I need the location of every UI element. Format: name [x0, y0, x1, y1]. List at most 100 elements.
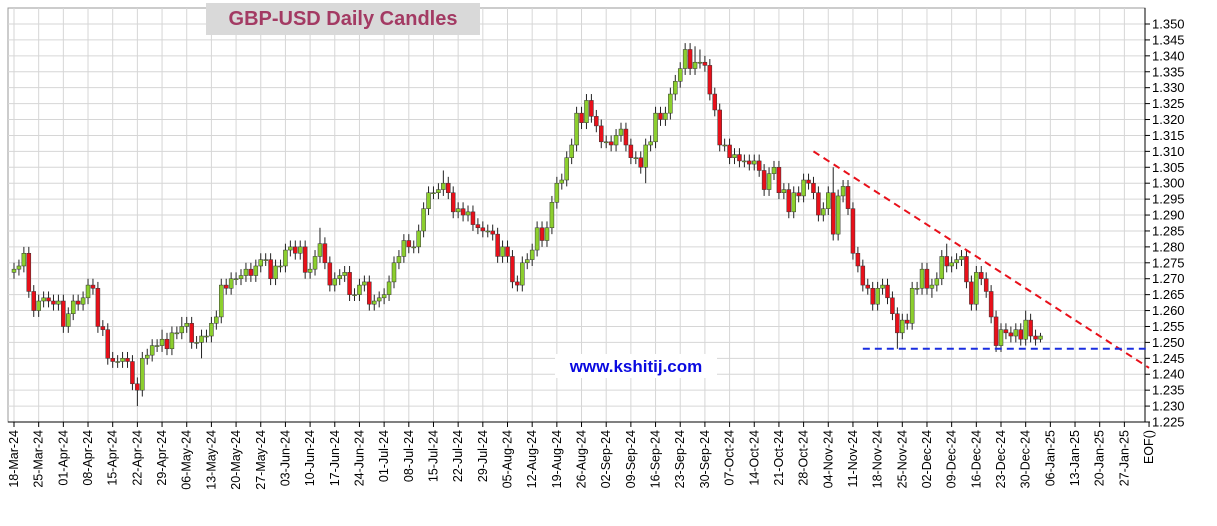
candle-body [791, 192, 796, 213]
x-tick-label: 28-Oct-24 [797, 430, 811, 486]
candle-body [189, 323, 194, 343]
candle-body [278, 265, 283, 268]
candle-body [431, 192, 436, 195]
candle-body [465, 211, 471, 216]
candle-body [806, 179, 811, 184]
x-tick-label: 09-Sep-24 [624, 430, 638, 488]
candle-body [643, 144, 648, 168]
candle-body [446, 182, 451, 194]
candle-body [450, 192, 456, 213]
candle-body [347, 272, 352, 295]
candle-body [268, 259, 273, 279]
candle-body [140, 358, 145, 391]
candle-body [75, 300, 81, 305]
candle-body [258, 259, 263, 267]
x-tick-label: 25-Mar-24 [32, 430, 46, 488]
candle-body [742, 160, 747, 163]
candle-body [524, 259, 530, 264]
y-tick-label: 1.240 [1152, 367, 1185, 382]
candle-body [248, 268, 254, 276]
candle-body [376, 297, 382, 302]
candle-body [579, 112, 584, 123]
candle-body [554, 182, 560, 203]
candle-body [939, 256, 945, 279]
x-tick-label: 08-Jul-24 [402, 430, 416, 482]
y-tick-label: 1.320 [1152, 112, 1185, 127]
candle-body [80, 297, 86, 305]
candle-body [929, 284, 935, 289]
candle-body [707, 65, 713, 95]
candle-body [752, 160, 757, 165]
candle-body [944, 256, 949, 267]
candle-body [11, 268, 17, 273]
candle-body [1008, 332, 1014, 337]
candle-body [1033, 335, 1038, 340]
candle-body [70, 300, 76, 314]
x-tick-label: 27-Jan-25 [1117, 430, 1131, 486]
candle-body [46, 297, 51, 302]
candle-body [1013, 329, 1019, 337]
watermark-box [555, 354, 717, 378]
candle-body [880, 284, 885, 289]
x-tick-label: 18-Nov-24 [871, 430, 885, 488]
candle-body [179, 326, 185, 334]
x-tick-label: 10-Jun-24 [303, 430, 317, 486]
candle-body [677, 68, 683, 82]
candle-body [618, 128, 624, 136]
candle-body [317, 243, 323, 257]
candle-body [243, 268, 249, 276]
candle-body [288, 246, 293, 251]
candle-body [125, 358, 130, 362]
candle-body [327, 262, 333, 286]
candle-body [426, 192, 431, 209]
candle-body [638, 157, 643, 168]
candle-body [687, 49, 693, 69]
candle-body [885, 284, 890, 299]
candle-body [781, 189, 787, 194]
x-tick-label: 24-Jun-24 [352, 430, 366, 486]
candle-body [1023, 319, 1028, 340]
candle-body [273, 265, 278, 279]
x-tick-label: 15-Jul-24 [426, 430, 440, 482]
candle-body [455, 208, 461, 213]
candle-body [673, 81, 678, 95]
candle-body [332, 278, 338, 286]
y-tick-label: 1.285 [1152, 223, 1185, 238]
candle-body [297, 246, 303, 254]
candle-body [608, 141, 614, 146]
candle-body [199, 335, 204, 343]
x-tick-label: 13-May-24 [204, 430, 218, 490]
candle-body [342, 272, 347, 276]
chart-title: GBP-USD Daily Candles [229, 8, 458, 30]
candle-body [105, 329, 111, 359]
candle-body [214, 316, 219, 324]
candle-body [870, 288, 875, 305]
x-tick-label: 25-Nov-24 [895, 430, 909, 488]
x-tick-label: 21-Oct-24 [772, 430, 786, 486]
candle-body [924, 268, 930, 289]
y-tick-label: 1.230 [1152, 399, 1185, 414]
candle-body [372, 300, 377, 305]
candle-body [144, 354, 150, 359]
x-tick-label: 22-Jul-24 [451, 430, 465, 482]
x-tick-label: 09-Dec-24 [945, 430, 959, 488]
candle-body [904, 319, 910, 324]
candle-body [362, 281, 367, 286]
candle-body [934, 278, 940, 286]
candle-body [658, 112, 663, 120]
candle-body [816, 192, 821, 216]
candle-body [835, 195, 841, 235]
candle-body [16, 265, 22, 270]
trend-line [812, 150, 1150, 369]
candle-body [603, 141, 609, 144]
candle-body [1028, 319, 1033, 337]
candle-body [21, 252, 27, 267]
candle-body [307, 268, 313, 273]
candle-body [682, 49, 688, 69]
candle-body [386, 281, 392, 295]
candle-body [115, 361, 120, 363]
candle-body [589, 100, 594, 117]
candle-body [36, 300, 41, 311]
candle-body [964, 256, 969, 283]
y-tick-label: 1.295 [1152, 192, 1185, 207]
